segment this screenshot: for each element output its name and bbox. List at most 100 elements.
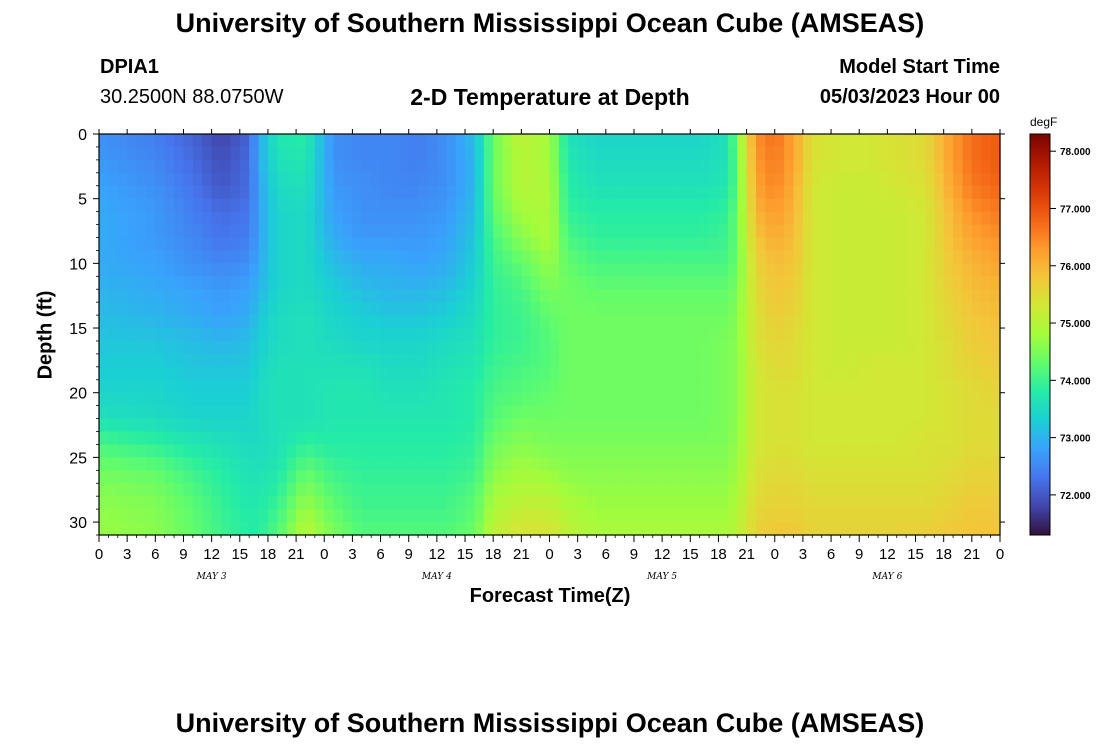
heatmap-cell <box>455 509 466 523</box>
heatmap-cell <box>896 315 907 329</box>
heatmap-cell <box>643 522 654 536</box>
heatmap-cell <box>718 366 729 381</box>
heatmap-cell <box>117 237 128 252</box>
heatmap-cell <box>802 522 813 536</box>
heatmap-cell <box>633 340 644 355</box>
heatmap-cell <box>155 509 166 523</box>
heatmap-cell <box>230 172 241 187</box>
heatmap-cell <box>784 509 795 523</box>
heatmap-cell <box>314 211 325 226</box>
heatmap-cell <box>821 198 832 213</box>
heatmap-cell <box>183 340 194 355</box>
heatmap-cell <box>587 224 598 239</box>
x-tick-label: 12 <box>879 546 896 563</box>
heatmap-cell <box>680 146 691 161</box>
heatmap-cell <box>615 431 626 446</box>
heatmap-cell <box>971 302 982 316</box>
heatmap-cell <box>568 185 579 200</box>
heatmap-cell <box>737 353 748 368</box>
heatmap-cell <box>493 237 504 252</box>
heatmap-cell <box>558 250 569 264</box>
heatmap-cell <box>521 405 532 420</box>
heatmap-cell <box>962 431 973 446</box>
heatmap-cell <box>343 315 354 329</box>
heatmap-cell <box>699 483 710 497</box>
heatmap-cell <box>821 302 832 316</box>
heatmap-cell <box>380 392 391 407</box>
heatmap-cell <box>155 146 166 161</box>
heatmap-cell <box>971 483 982 497</box>
heatmap-cell <box>183 405 194 420</box>
heatmap-cell <box>249 146 260 161</box>
heatmap-cell <box>333 198 344 213</box>
heatmap-cell <box>624 159 635 174</box>
heatmap-cell <box>774 470 785 484</box>
heatmap-cell <box>971 340 982 355</box>
heatmap-cell <box>990 366 1001 381</box>
heatmap-cell <box>868 315 879 329</box>
heatmap-cell <box>990 353 1001 368</box>
heatmap-cell <box>521 224 532 239</box>
heatmap-cell <box>502 315 513 329</box>
heatmap-cell <box>427 522 438 536</box>
heatmap-cell <box>774 198 785 213</box>
heatmap-cell <box>868 379 879 394</box>
heatmap-cell <box>183 431 194 446</box>
heatmap-cell <box>755 340 766 355</box>
heatmap-cell <box>981 289 992 303</box>
heatmap-cell <box>324 315 335 329</box>
heatmap-cell <box>924 522 935 536</box>
heatmap-cell <box>136 250 147 264</box>
heatmap-cell <box>877 379 888 394</box>
heatmap-cell <box>915 366 926 381</box>
heatmap-cell <box>971 522 982 536</box>
heatmap-cell <box>493 444 504 458</box>
heatmap-cell <box>465 353 476 368</box>
heatmap-cell <box>202 146 213 161</box>
heatmap-cell <box>699 134 710 148</box>
heatmap-cell <box>615 353 626 368</box>
heatmap-cell <box>117 289 128 303</box>
heatmap-cell <box>221 172 231 187</box>
heatmap-cell <box>568 431 579 446</box>
heatmap-cell <box>465 263 476 277</box>
heatmap-cell <box>436 509 447 523</box>
heatmap-cell <box>164 379 175 394</box>
heatmap-cell <box>258 224 269 239</box>
heatmap-cell <box>915 263 926 277</box>
heatmap-cell <box>737 198 748 213</box>
heatmap-cell <box>427 431 438 446</box>
heatmap-cell <box>446 509 457 523</box>
heatmap-cell <box>727 237 738 252</box>
heatmap-cell <box>568 211 579 226</box>
heatmap-cell <box>859 328 870 342</box>
heatmap-cell <box>174 302 185 316</box>
heatmap-cell <box>164 509 175 523</box>
heatmap-cell <box>887 392 898 407</box>
heatmap-cell <box>277 224 288 239</box>
heatmap-cell <box>887 457 898 471</box>
heatmap-cell <box>483 146 494 161</box>
heatmap-cell <box>127 237 138 252</box>
heatmap-cell <box>399 496 410 510</box>
heatmap-cell <box>896 146 907 161</box>
heatmap-cell <box>906 522 917 536</box>
heatmap-cell <box>596 237 607 252</box>
heatmap-cell <box>174 289 185 303</box>
heatmap-cell <box>962 134 973 148</box>
heatmap-cell <box>136 444 147 458</box>
heatmap-cell <box>155 211 166 226</box>
heatmap-cell <box>427 237 438 252</box>
heatmap-cell <box>221 509 231 523</box>
heatmap-cell <box>615 483 626 497</box>
heatmap-cell <box>633 353 644 368</box>
heatmap-cell <box>333 444 344 458</box>
heatmap-cell <box>887 431 898 446</box>
heatmap-cell <box>877 457 888 471</box>
heatmap-cell <box>418 276 429 290</box>
heatmap-cell <box>896 405 907 420</box>
heatmap-cell <box>990 496 1001 510</box>
heatmap-cell <box>418 146 429 161</box>
heatmap-cell <box>145 496 156 510</box>
heatmap-cell <box>624 509 635 523</box>
